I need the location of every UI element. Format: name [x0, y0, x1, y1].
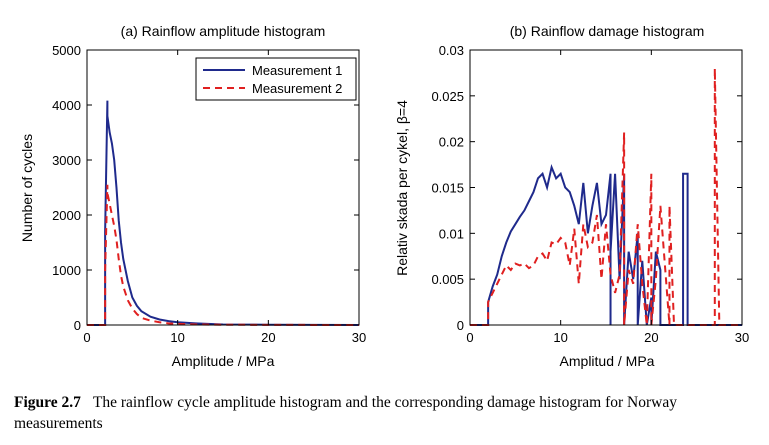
- chart-title: (b) Rainflow damage histogram: [510, 23, 705, 39]
- y-axis-label: Relativ skada per cykel, β=4: [394, 100, 410, 276]
- y-tick-label: 4000: [52, 98, 81, 113]
- series-line-measurement-1: [470, 164, 742, 326]
- x-axis-label: Amplitud / MPa: [560, 353, 655, 369]
- x-axis-ticks: 0 10 20 30: [466, 50, 749, 345]
- legend-label-measurement-2: Measurement 2: [252, 81, 342, 96]
- y-tick-label: 0: [457, 318, 464, 333]
- series-line-measurement-2: [87, 184, 360, 326]
- x-tick-label: 20: [261, 330, 275, 345]
- plot-area: [469, 49, 743, 326]
- y-tick-label: 5000: [52, 43, 81, 58]
- axes-frame: [86, 49, 360, 326]
- figure-canvas: (a) Rainflow amplitude histogram 0 10 20 30…: [19, 23, 749, 369]
- axes-frame: [469, 49, 743, 326]
- x-tick-label: 30: [735, 330, 749, 345]
- y-axis-label: Number of cycles: [19, 134, 35, 242]
- caption-text: The rainflow cycle amplitude histogram a…: [14, 394, 677, 432]
- x-tick-label: 10: [170, 330, 184, 345]
- x-tick-label: 0: [83, 330, 90, 345]
- legend-box: [195, 57, 357, 101]
- figure-caption: Figure 2.7 The rainflow cycle amplitude h…: [14, 392, 759, 434]
- y-tick-label: 0.02: [439, 135, 464, 150]
- y-axis-ticks: 0 1000 2000 3000 4000 5000: [52, 43, 359, 333]
- legend: Measurement 1 Measurement 2: [195, 57, 357, 101]
- series-line-measurement-1: [87, 100, 360, 326]
- legend-label-measurement-1: Measurement 1: [252, 63, 342, 78]
- y-axis-ticks: 0 0.005 0.01 0.015 0.02 0.025 0.03: [431, 43, 742, 333]
- x-tick-label: 30: [352, 330, 366, 345]
- y-tick-label: 0.01: [439, 226, 464, 241]
- x-axis-label: Amplitude / MPa: [172, 353, 275, 369]
- y-tick-label: 0.015: [431, 181, 464, 196]
- amplitude-histogram-panel: (a) Rainflow amplitude histogram 0 10 20 30…: [19, 23, 366, 369]
- y-tick-label: 0.03: [439, 43, 464, 58]
- x-axis-ticks: 0 10 20 30: [83, 50, 366, 345]
- y-tick-label: 1000: [52, 263, 81, 278]
- y-tick-label: 3000: [52, 153, 81, 168]
- x-tick-label: 0: [466, 330, 473, 345]
- damage-histogram-panel: (b) Rainflow damage histogram 0 10 20 30 00…: [394, 23, 749, 369]
- chart-title: (a) Rainflow amplitude histogram: [121, 23, 326, 39]
- series-line-measurement-2: [470, 68, 742, 326]
- y-tick-label: 0: [74, 318, 81, 333]
- y-tick-label: 0.005: [431, 272, 464, 287]
- caption-label: Figure 2.7: [14, 394, 81, 411]
- y-tick-label: 0.025: [431, 89, 464, 104]
- plot-area: [86, 49, 360, 326]
- y-tick-label: 2000: [52, 208, 81, 223]
- x-tick-label: 10: [553, 330, 567, 345]
- x-tick-label: 20: [644, 330, 658, 345]
